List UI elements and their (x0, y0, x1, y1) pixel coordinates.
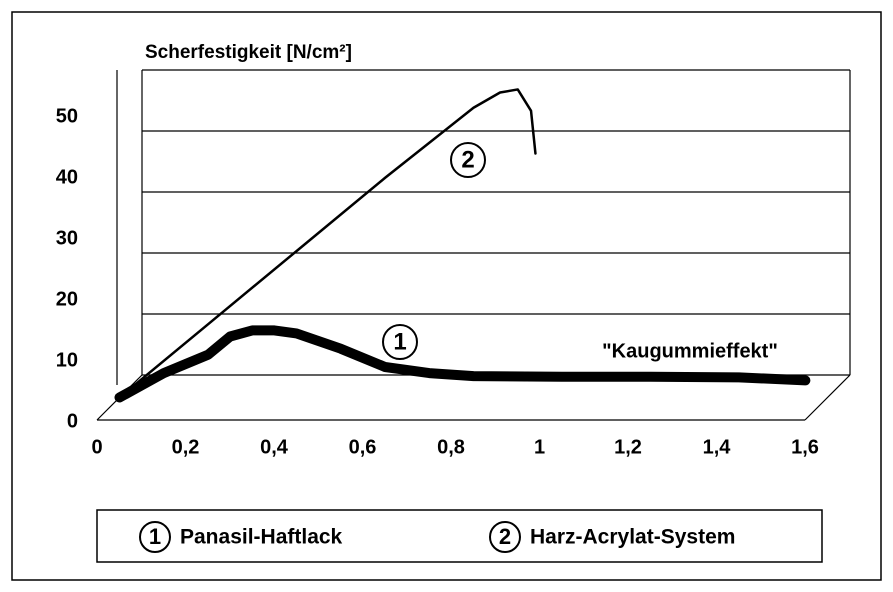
legend-box (96, 509, 823, 563)
annotation-circle (382, 324, 418, 360)
x-tick-label: 0,2 (172, 436, 200, 458)
y-tick-label: 0 (67, 410, 78, 432)
y-tick-label: 10 (56, 349, 78, 371)
annotation-circle (450, 142, 486, 178)
y-axis-title: Scherfestigkeit [N/cm²] (145, 42, 352, 63)
y-tick-label: 30 (56, 227, 78, 249)
annotation-label: 2 (461, 146, 474, 173)
annotation: "Kaugummieffekt" (602, 340, 778, 362)
x-tick-label: 1,2 (614, 436, 642, 458)
x-tick-label: 1,4 (703, 436, 732, 458)
legend-marker-label: 1 (149, 524, 161, 549)
annotation-label: 1 (393, 328, 406, 355)
x-tick-label: 0,4 (260, 436, 289, 458)
floor-edge (804, 374, 851, 421)
legend-marker-label: 2 (499, 524, 511, 549)
line (118, 88, 537, 399)
y-tick-label: 20 (56, 288, 78, 310)
x-tick-label: 1 (534, 436, 545, 458)
x-tick-label: 0,8 (437, 436, 465, 458)
legend-marker (139, 521, 171, 553)
legend-label: Harz-Acrylat-System (530, 526, 735, 549)
legend-marker (489, 521, 521, 553)
line (114, 325, 811, 403)
x-tick-label: 0 (91, 436, 102, 458)
x-tick-label: 0,6 (349, 436, 377, 458)
y-tick-label: 50 (56, 105, 78, 127)
frame (11, 11, 882, 581)
legend-label: Panasil-Haftlack (180, 526, 343, 549)
x-tick-label: 1,6 (791, 436, 819, 458)
y-tick-label: 40 (56, 166, 78, 188)
